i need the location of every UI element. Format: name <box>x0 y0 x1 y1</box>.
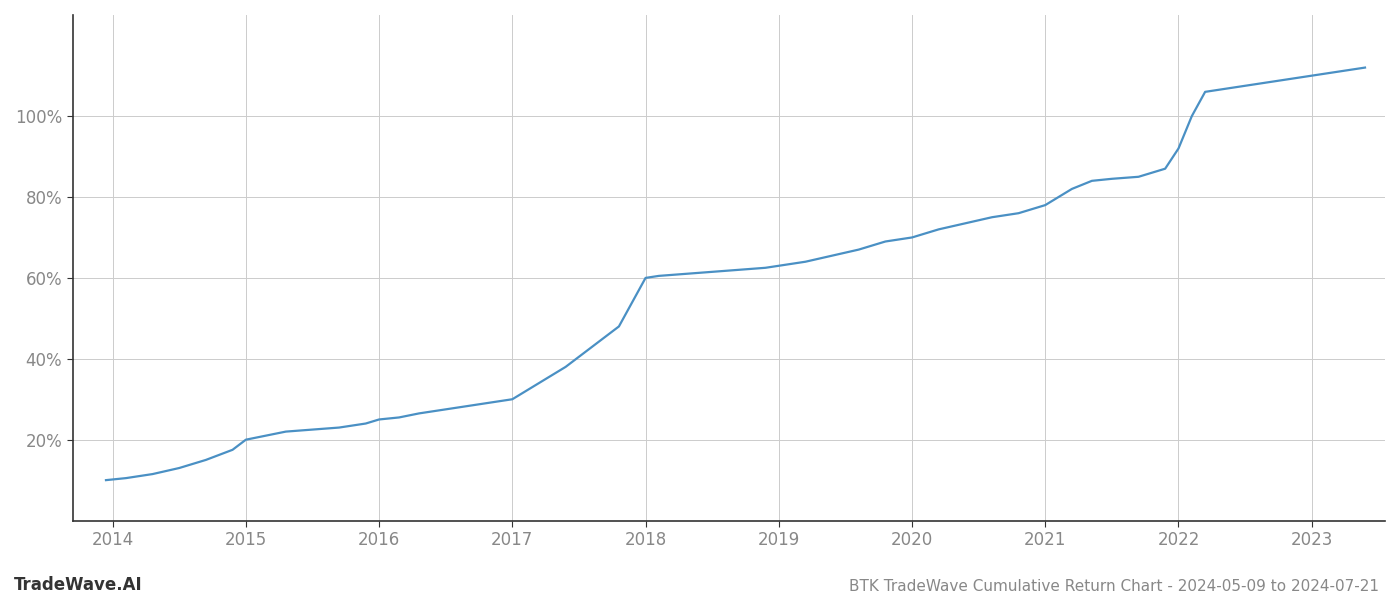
Text: TradeWave.AI: TradeWave.AI <box>14 576 143 594</box>
Text: BTK TradeWave Cumulative Return Chart - 2024-05-09 to 2024-07-21: BTK TradeWave Cumulative Return Chart - … <box>848 579 1379 594</box>
